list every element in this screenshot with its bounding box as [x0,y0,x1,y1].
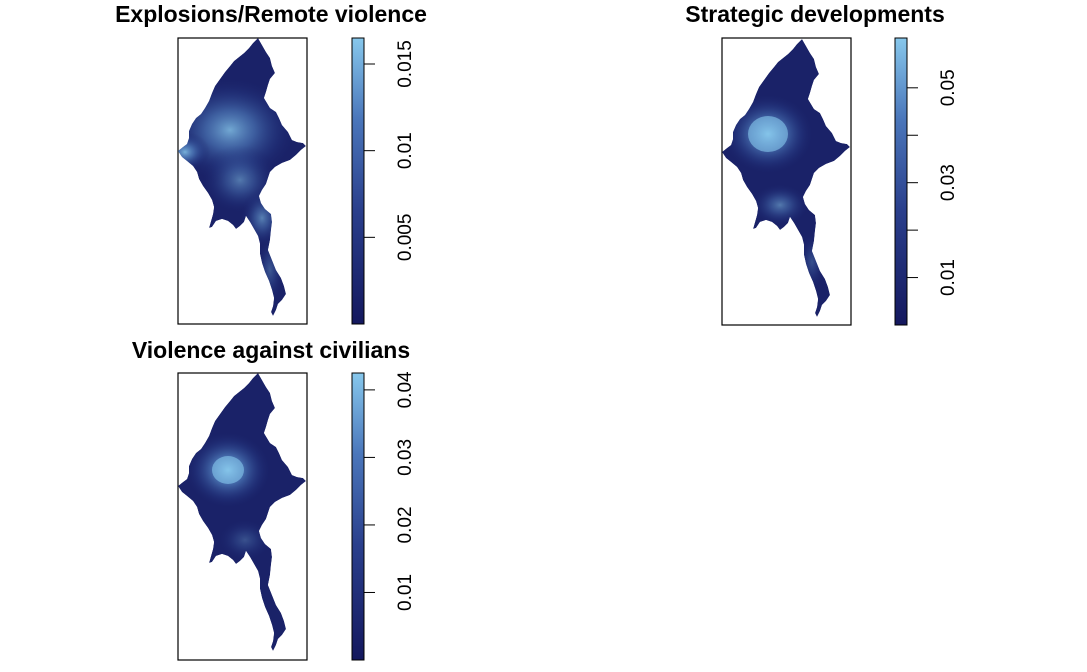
legend-tick-label: 0.05 [938,69,959,106]
legend-tick-label: 0.015 [395,40,416,88]
color-scale-bar [351,372,365,661]
density-surface [178,373,306,651]
legend-ticks: 0.01 0.02 0.03 0.04 [364,371,416,611]
map-frame [177,372,308,661]
panel-title: Strategic developments [685,1,944,27]
legend-ticks: 0.01 0.03 0.05 [907,69,959,296]
panel-strategic-developments: Strategic developments 0.01 0.03 0.05 [685,1,959,326]
map-frame [721,37,852,326]
color-scale-bar [351,37,365,325]
legend-tick-label: 0.04 [395,371,416,408]
legend-tick-label: 0.005 [395,214,416,262]
legend-tick-label: 0.03 [395,439,416,476]
legend-tick-label: 0.02 [395,506,416,543]
legend-tick-label: 0.01 [938,259,959,296]
density-surface [178,38,306,316]
density-surface [722,39,850,317]
panel-title: Violence against civilians [132,337,410,363]
legend-tick-label: 0.01 [395,132,416,169]
color-scale-legend: 0.01 0.02 0.03 0.04 [351,371,416,661]
color-scale-legend: 0.01 0.03 0.05 [894,37,959,326]
panel-title: Explosions/Remote violence [115,1,427,27]
legend-tick-label: 0.01 [395,574,416,611]
color-scale-bar [894,37,908,326]
map-frame [177,37,308,325]
panel-violence-against-civilians: Violence against civilians 0.010.020.030… [132,337,416,661]
panel-explosions-remote-violence: Explosions/Remote violence 0.005 0.01 0.01… [115,1,427,325]
color-scale-legend: 0.005 0.01 0.015 [351,37,416,325]
legend-tick-label: 0.03 [938,164,959,201]
legend-ticks: 0.005 0.01 0.015 [364,40,416,261]
